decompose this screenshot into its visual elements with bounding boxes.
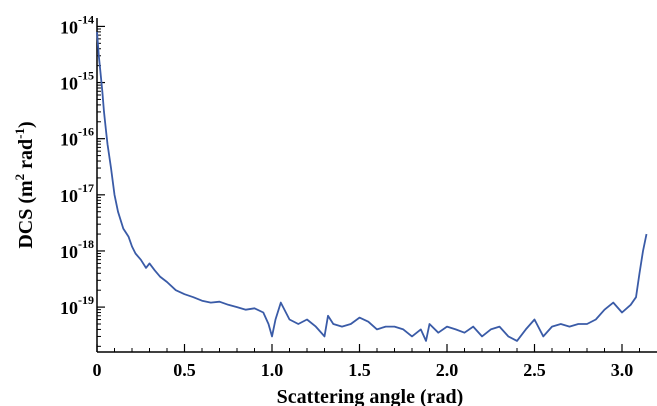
y-tick-base: 10 — [60, 186, 78, 206]
y-axis-title: DCS (m2 rad-1) — [12, 121, 37, 248]
y-tick-label: 10-14 — [60, 12, 94, 37]
y-tick-label: 10-16 — [60, 125, 94, 150]
x-axis-title: Scattering angle (rad) — [277, 386, 464, 406]
y-tick-exponent: -14 — [78, 12, 94, 26]
plot-area: 0 0.5 1.0 1.5 2.0 2.5 3.0 10-1410-1510-1610-17… — [60, 12, 657, 380]
y-tick-label: 10-15 — [60, 69, 94, 94]
x-tick-label: 0.5 — [173, 360, 196, 380]
x-tick-label: 1.5 — [348, 360, 371, 380]
x-tick-label: 2.5 — [523, 360, 546, 380]
y-tick-base: 10 — [60, 298, 78, 318]
y-axis-title-exp2: -1 — [12, 128, 27, 139]
y-tick-base: 10 — [60, 74, 78, 94]
y-tick-label: 10-17 — [60, 181, 94, 206]
x-tick-label: 1.0 — [261, 360, 284, 380]
y-axis-title-prefix: DCS (m — [15, 180, 37, 249]
y-axis-title-exp1: 2 — [12, 174, 27, 181]
x-tick-label: 0 — [93, 360, 102, 380]
y-tick-base: 10 — [60, 17, 78, 37]
y-tick-base: 10 — [60, 242, 78, 262]
x-tick-label: 3.0 — [611, 360, 634, 380]
x-tick-label: 2.0 — [436, 360, 459, 380]
dcs-series-line — [96, 31, 648, 342]
x-axis-ticks: 0 0.5 1.0 1.5 2.0 2.5 3.0 — [93, 344, 640, 380]
y-axis-title-suffix: ) — [15, 121, 37, 128]
y-tick-label: 10-19 — [60, 293, 94, 318]
y-tick-exponent: -16 — [78, 125, 94, 139]
y-tick-exponent: -18 — [78, 237, 94, 251]
y-axis-title-mid: rad — [15, 139, 37, 174]
y-tick-exponent: -17 — [78, 181, 94, 195]
y-tick-exponent: -19 — [78, 293, 94, 307]
y-tick-base: 10 — [60, 130, 78, 150]
y-tick-label: 10-18 — [60, 237, 94, 262]
y-tick-exponent: -15 — [78, 69, 94, 83]
